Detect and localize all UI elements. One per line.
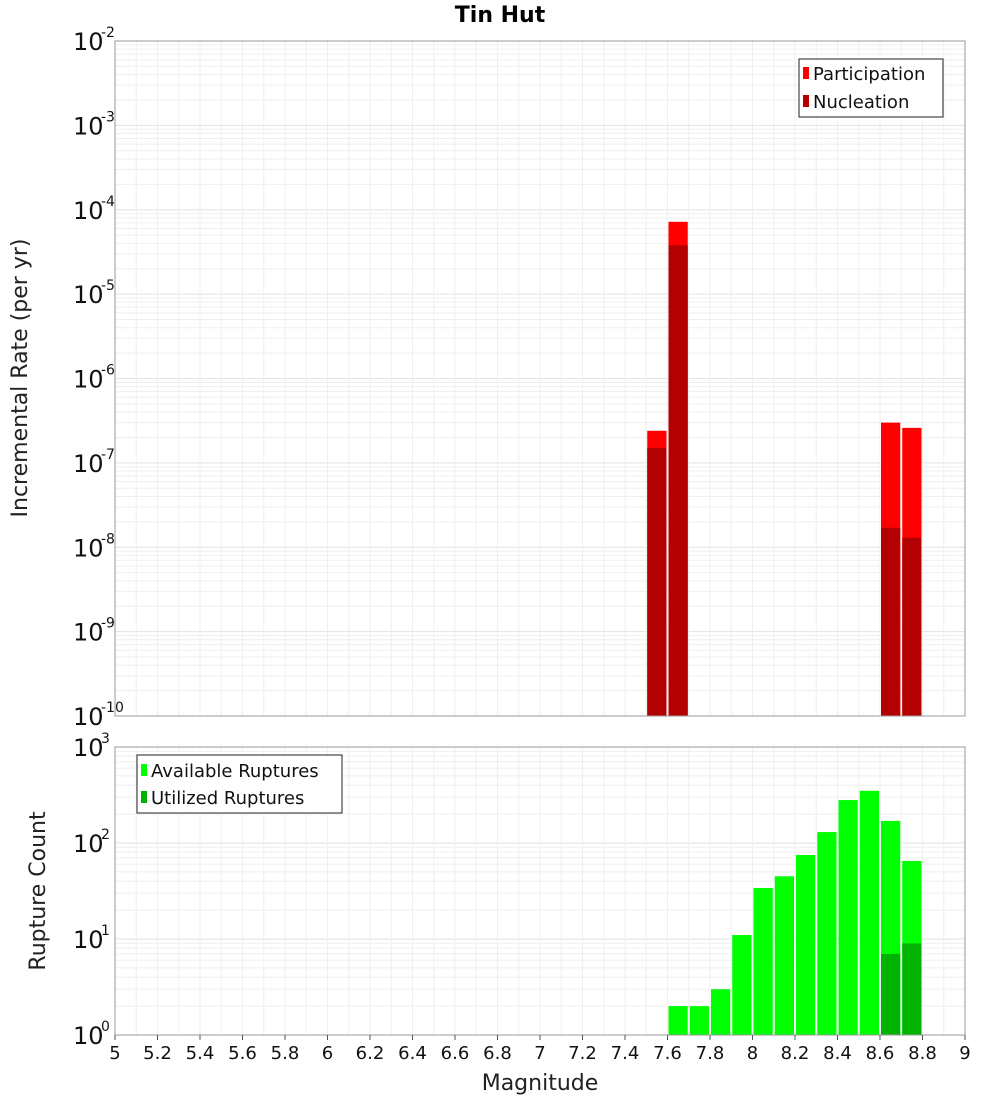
rate-y-tick-label: 10 bbox=[73, 450, 104, 478]
count-bar bbox=[859, 790, 879, 1035]
count-legend: Available Ruptures Utilized Ruptures bbox=[136, 754, 343, 814]
rate-y-tick-exponent: -8 bbox=[101, 531, 115, 547]
rate-y-tick-label: 10 bbox=[73, 281, 104, 309]
x-tick-label: 7.6 bbox=[653, 1043, 682, 1064]
count-bar bbox=[796, 854, 816, 1035]
count-bars bbox=[668, 790, 922, 1035]
x-tick-label: 5.6 bbox=[228, 1043, 257, 1064]
x-tick-label: 8.8 bbox=[908, 1043, 937, 1064]
x-tick-label: 8.2 bbox=[781, 1043, 810, 1064]
x-tick-label: 7 bbox=[534, 1043, 545, 1064]
x-tick-label: 7.8 bbox=[696, 1043, 725, 1064]
x-tick-label: 5.2 bbox=[143, 1043, 172, 1064]
x-tick-label: 9 bbox=[959, 1043, 970, 1064]
x-tick-label: 8 bbox=[747, 1043, 758, 1064]
nucleation-legend-label: Nucleation bbox=[813, 92, 909, 113]
available-legend-swatch bbox=[141, 764, 147, 776]
count-y-tick-label: 10 bbox=[73, 926, 104, 954]
rate-y-axis-label: Incremental Rate (per yr) bbox=[8, 239, 33, 518]
rate-legend: Participation Nucleation bbox=[798, 58, 944, 118]
count-y-tick-label: 10 bbox=[73, 734, 104, 762]
rate-y-tick-exponent: -7 bbox=[101, 447, 115, 463]
rate-legend-box bbox=[798, 58, 944, 118]
count-y-tick-exponent: 2 bbox=[101, 827, 110, 843]
magnitude-x-ticks: 5 5.2 5.4 5.6 5.8 6 6.2 6.4 6.6 6.8 7 7.2 7.4 7.6 7.8 8… bbox=[109, 1035, 971, 1064]
rate-y-tick-label: 10 bbox=[73, 534, 104, 562]
available-legend-label: Available Ruptures bbox=[151, 761, 319, 782]
participation-legend-swatch bbox=[803, 67, 809, 79]
utilized-legend-swatch bbox=[141, 791, 147, 803]
x-tick-label: 5 bbox=[109, 1043, 120, 1064]
chart-title: Tin Hut bbox=[455, 3, 546, 28]
count-legend-box bbox=[136, 754, 343, 814]
rate-bars bbox=[647, 221, 922, 717]
x-tick-label: 6.8 bbox=[483, 1043, 512, 1064]
x-tick-label: 8.6 bbox=[866, 1043, 895, 1064]
x-tick-label: 8.4 bbox=[823, 1043, 852, 1064]
x-tick-label: 6.4 bbox=[398, 1043, 427, 1064]
rate-y-tick-exponent: -3 bbox=[101, 109, 115, 125]
rate-y-tick-exponent: -2 bbox=[101, 25, 115, 41]
count-bar bbox=[774, 876, 794, 1035]
utilized-legend-label: Utilized Ruptures bbox=[151, 788, 304, 809]
rate-bar bbox=[668, 245, 688, 717]
nucleation-legend-swatch bbox=[803, 95, 809, 107]
x-tick-label: 5.8 bbox=[271, 1043, 300, 1064]
rate-y-tick-exponent: -10 bbox=[101, 700, 124, 716]
x-tick-label: 7.2 bbox=[568, 1043, 597, 1064]
rate-y-tick-exponent: -9 bbox=[101, 616, 115, 632]
rate-bar bbox=[902, 537, 922, 716]
count-bar bbox=[902, 943, 922, 1035]
rate-bar bbox=[881, 527, 901, 716]
rate-y-tick-label: 10 bbox=[73, 366, 104, 394]
rate-y-tick-label: 10 bbox=[73, 28, 104, 56]
rate-y-tick-label: 10 bbox=[73, 112, 104, 140]
rate-grid bbox=[114, 41, 966, 717]
count-bar bbox=[881, 953, 901, 1035]
x-tick-label: 6 bbox=[322, 1043, 333, 1064]
count-bar bbox=[689, 1006, 709, 1035]
count-bar bbox=[668, 1006, 688, 1035]
rate-y-tick-exponent: -4 bbox=[101, 194, 115, 210]
count-y-axis-label: Rupture Count bbox=[26, 811, 51, 971]
rate-y-tick-exponent: -6 bbox=[101, 363, 115, 379]
count-bar bbox=[753, 887, 773, 1035]
rate-y-tick-label: 10 bbox=[73, 197, 104, 225]
count-bar bbox=[732, 935, 752, 1035]
count-bar bbox=[711, 989, 731, 1035]
count-y-tick-label: 10 bbox=[73, 1022, 104, 1050]
rate-plot-frame bbox=[114, 40, 966, 717]
rate-y-tick-exponent: -5 bbox=[101, 278, 115, 294]
x-tick-label: 6.6 bbox=[441, 1043, 470, 1064]
rate-y-tick-label: 10 bbox=[73, 619, 104, 647]
count-y-tick-exponent: 3 bbox=[101, 731, 110, 747]
count-bar bbox=[817, 832, 837, 1035]
magnitude-x-axis-label: Magnitude bbox=[482, 1071, 599, 1096]
count-y-tick-exponent: 1 bbox=[101, 923, 110, 939]
x-tick-label: 5.4 bbox=[186, 1043, 215, 1064]
rate-bar bbox=[647, 448, 667, 716]
x-tick-label: 7.4 bbox=[611, 1043, 640, 1064]
rate-y-tick-label: 10 bbox=[73, 703, 104, 731]
participation-legend-label: Participation bbox=[813, 64, 925, 85]
count-y-tick-exponent: 0 bbox=[101, 1019, 110, 1035]
count-y-tick-label: 10 bbox=[73, 830, 104, 858]
x-tick-label: 6.2 bbox=[356, 1043, 385, 1064]
count-bar bbox=[838, 800, 858, 1035]
